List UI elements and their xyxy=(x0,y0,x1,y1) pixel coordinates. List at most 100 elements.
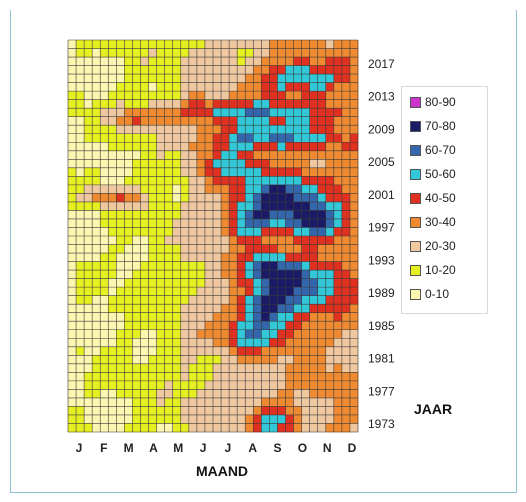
heatmap-cell xyxy=(293,338,302,348)
heatmap-cell xyxy=(229,397,238,407)
heatmap-cell xyxy=(116,176,125,186)
heatmap-cell xyxy=(172,287,182,296)
heatmap-cell xyxy=(269,270,278,279)
y-tick-label: 1977 xyxy=(368,384,395,398)
heatmap-cell xyxy=(172,372,182,382)
heatmap-cell xyxy=(285,423,294,433)
heatmap-cell xyxy=(293,65,302,75)
heatmap-cell xyxy=(172,312,182,322)
heatmap-cell xyxy=(84,355,93,365)
heatmap-cell xyxy=(269,355,278,365)
heatmap-cell xyxy=(196,176,206,186)
heatmap-cell xyxy=(261,159,270,169)
heatmap-cell xyxy=(116,346,125,356)
heatmap-cell xyxy=(188,287,198,296)
heatmap-cell xyxy=(76,91,85,100)
heatmap-cell xyxy=(237,167,246,177)
heatmap-cell xyxy=(92,125,101,135)
heatmap-cell xyxy=(76,99,85,109)
heatmap-cell xyxy=(172,74,182,83)
heatmap-cell xyxy=(285,193,294,203)
heatmap-cell xyxy=(285,218,294,228)
heatmap-cell xyxy=(116,236,125,245)
heatmap-cell xyxy=(188,236,198,245)
heatmap-cell xyxy=(188,321,198,331)
heatmap-cell xyxy=(253,218,262,228)
heatmap-cell xyxy=(116,295,125,305)
heatmap-cell xyxy=(76,389,85,399)
heatmap-cell xyxy=(164,414,174,424)
heatmap-cell xyxy=(237,312,246,322)
heatmap-cell xyxy=(116,159,125,169)
heatmap-cell xyxy=(140,218,149,228)
heatmap-cell xyxy=(124,91,133,100)
heatmap-cell xyxy=(245,329,254,339)
heatmap-cell xyxy=(140,406,149,416)
heatmap-cell xyxy=(213,218,222,228)
heatmap-cell xyxy=(164,312,174,322)
heatmap-cell xyxy=(325,108,335,117)
heatmap-cell xyxy=(84,321,93,331)
heatmap-cell xyxy=(172,244,182,254)
heatmap-cell xyxy=(213,176,222,186)
heatmap-cell xyxy=(325,380,335,390)
heatmap-cell xyxy=(325,236,335,245)
heatmap-cell xyxy=(148,346,157,356)
heatmap-cell xyxy=(333,270,343,279)
heatmap-cell xyxy=(84,82,93,92)
heatmap-cell xyxy=(325,304,335,313)
heatmap-cell xyxy=(148,380,157,390)
heatmap-cell xyxy=(213,40,222,49)
heatmap-cell xyxy=(172,355,182,365)
heatmap-cell xyxy=(349,176,359,186)
heatmap-cell xyxy=(180,82,190,92)
heatmap-cell xyxy=(317,201,327,211)
heatmap-cell xyxy=(213,142,222,152)
heatmap-cell xyxy=(349,218,359,228)
heatmap-cell xyxy=(229,142,238,152)
heatmap-cell xyxy=(229,99,238,109)
heatmap-cell xyxy=(140,321,149,331)
heatmap-cell xyxy=(317,65,327,75)
heatmap-cell xyxy=(76,210,85,220)
heatmap-cell xyxy=(156,108,165,117)
heatmap-cell xyxy=(237,295,246,305)
heatmap-cell xyxy=(213,389,222,399)
heatmap-cell xyxy=(124,210,133,220)
heatmap-cell xyxy=(245,295,254,305)
heatmap-cell xyxy=(285,244,294,254)
heatmap-cell xyxy=(221,65,230,75)
heatmap-cell xyxy=(156,329,165,339)
heatmap-cell xyxy=(156,372,165,382)
heatmap-cell xyxy=(317,406,327,416)
heatmap-cell xyxy=(301,40,310,49)
heatmap-cell xyxy=(132,40,141,49)
heatmap-cell xyxy=(253,48,262,58)
heatmap-cell xyxy=(333,372,343,382)
heatmap-cell xyxy=(164,108,174,117)
heatmap-cell xyxy=(188,218,198,228)
heatmap-cell xyxy=(341,295,351,305)
heatmap-cell xyxy=(76,423,85,433)
heatmap-cell xyxy=(68,270,77,279)
heatmap-cell xyxy=(341,355,351,365)
heatmap-cell xyxy=(277,270,286,279)
heatmap-cell xyxy=(317,423,327,433)
heatmap-cell xyxy=(349,304,359,313)
heatmap-cell xyxy=(188,82,198,92)
heatmap-cell xyxy=(92,321,101,331)
heatmap-cell xyxy=(132,423,141,433)
heatmap-cell xyxy=(213,270,222,279)
heatmap-cell xyxy=(140,116,149,126)
heatmap-cell xyxy=(108,125,117,135)
heatmap-cell xyxy=(76,125,85,135)
heatmap-cell xyxy=(84,414,93,424)
heatmap-cell xyxy=(204,159,214,169)
heatmap-cell xyxy=(84,201,93,211)
heatmap-cell xyxy=(132,116,141,126)
heatmap-cell xyxy=(108,133,117,143)
heatmap-cell xyxy=(285,150,294,160)
heatmap-cell xyxy=(76,261,85,271)
heatmap-cell xyxy=(333,65,343,75)
heatmap-cell xyxy=(277,91,286,100)
